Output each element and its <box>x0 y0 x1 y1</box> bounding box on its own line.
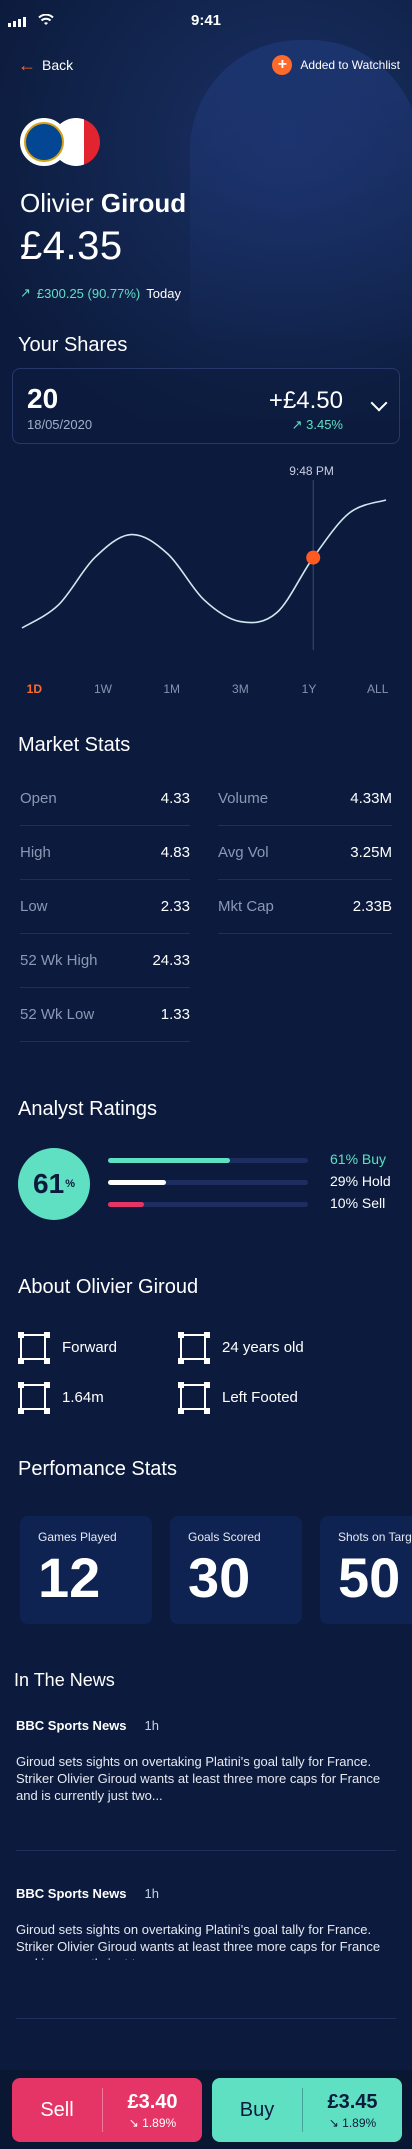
stat-row: High 4.83 <box>20 826 190 880</box>
stat-row: Mkt Cap 2.33B <box>218 880 392 934</box>
sell-button[interactable]: Sell £3.40 ↘ 1.89% <box>12 2078 202 2142</box>
player-photo <box>190 40 412 340</box>
buy-change: ↘ 1.89% <box>328 2115 377 2130</box>
up-arrow-icon: ↗ <box>20 285 31 300</box>
buy-button[interactable]: Buy £3.45 ↘ 1.89% <box>212 2078 402 2142</box>
watchlist-label: Added to Watchlist <box>300 58 400 72</box>
range-tab-3m[interactable]: 3M <box>232 682 249 696</box>
range-tab-all[interactable]: ALL <box>367 682 389 696</box>
news-title: In The News <box>14 1670 115 1690</box>
chart-time-label: 9:48 PM <box>289 464 334 478</box>
range-tab-1m[interactable]: 1M <box>163 682 181 696</box>
stat-row: Low 2.33 <box>20 880 190 934</box>
stat-value: 4.83 <box>160 844 190 861</box>
trade-bar: Sell £3.40 ↘ 1.89% Buy £3.45 ↘ 1.89% <box>0 2070 412 2149</box>
about-title: About Olivier Giroud <box>18 1276 199 1298</box>
goals-scored-card[interactable]: Goals Scored 30 <box>170 1516 302 1624</box>
back-label: Back <box>42 57 74 73</box>
status-bar: 9:41 <box>0 12 412 32</box>
player-price: £4.35 <box>20 224 123 268</box>
stat-value: 3.25M <box>350 844 392 861</box>
club-crest-icon <box>20 118 68 166</box>
status-time: 9:41 <box>190 12 222 29</box>
stat-label: Mkt Cap <box>218 898 274 915</box>
stat-label: 52 Wk Low <box>20 1006 95 1023</box>
rating-label: 29% Hold <box>330 1173 391 1189</box>
range-tab-1y[interactable]: 1Y <box>301 682 317 696</box>
back-button[interactable]: ← Back <box>18 56 73 74</box>
wifi-icon <box>38 14 54 25</box>
range-tab-1w[interactable]: 1W <box>94 682 112 696</box>
watchlist-button[interactable]: + Added to Watchlist <box>272 55 400 75</box>
signal-icon <box>8 17 26 27</box>
player-name: Olivier Giroud <box>20 188 187 218</box>
foot-attribute: Left Footed <box>178 1382 298 1410</box>
rating-label: 61% Buy <box>330 1151 387 1167</box>
position-attribute: Forward <box>18 1332 117 1360</box>
stat-value: 4.33 <box>160 790 190 807</box>
market-stats-title: Market Stats <box>18 734 131 756</box>
foot-icon <box>178 1382 206 1410</box>
price-chart[interactable] <box>0 480 412 660</box>
shots-on-target-card[interactable]: Shots on Targ 50 <box>320 1516 412 1624</box>
stat-value: 2.33B <box>352 898 392 915</box>
stat-row: 52 Wk High 24.33 <box>20 934 190 988</box>
shares-percent: ↗ 3.45% <box>291 417 343 432</box>
shares-value: +£4.50 <box>268 387 343 414</box>
performance-title: Perfomance Stats <box>18 1458 177 1480</box>
games-played-card[interactable]: Games Played 12 <box>20 1516 152 1624</box>
age-icon <box>178 1332 206 1360</box>
price-series-line <box>21 499 387 629</box>
stat-label: 52 Wk High <box>20 952 98 969</box>
rating-label: 10% Sell <box>330 1195 386 1211</box>
current-price-marker[interactable] <box>306 550 321 565</box>
shares-date: 18/05/2020 <box>27 417 93 432</box>
plus-icon: + <box>272 55 293 75</box>
stat-label: Volume <box>218 790 269 807</box>
rating-bar <box>108 1180 308 1185</box>
rating-bar <box>108 1202 308 1207</box>
height-attribute: 1.64m <box>18 1382 104 1410</box>
price-change: ↗ £300.25 (90.77%) Today <box>20 285 181 301</box>
news-item[interactable]: BBC Sports News 1h Giroud sets sights on … <box>16 1718 381 1803</box>
stat-value: 2.33 <box>160 898 190 915</box>
sell-change: ↘ 1.89% <box>128 2115 177 2130</box>
height-icon <box>18 1382 46 1410</box>
news-item[interactable]: BBC Sports News 1h Giroud sets sights on … <box>16 1886 381 1960</box>
stat-row: Avg Vol 3.25M <box>218 826 392 880</box>
rating-bar-fill <box>108 1158 230 1163</box>
rating-bar-fill <box>108 1202 144 1207</box>
stat-row: 52 Wk Low 1.33 <box>20 988 190 1042</box>
rating-bar <box>108 1158 308 1163</box>
news-divider <box>16 2018 396 2019</box>
stat-label: Avg Vol <box>218 844 269 861</box>
back-arrow-icon: ← <box>18 55 36 75</box>
buy-price: £3.45 <box>327 2090 378 2113</box>
shares-card[interactable]: 20 18/05/2020 +£4.50 ↗ 3.45% <box>12 368 400 444</box>
stat-value: 1.33 <box>160 1006 190 1023</box>
shares-title: Your Shares <box>18 334 128 356</box>
age-attribute: 24 years old <box>178 1332 304 1360</box>
chevron-down-icon[interactable] <box>370 394 388 412</box>
range-tab-1d[interactable]: 1D <box>26 682 42 696</box>
analyst-score-badge: 61% <box>18 1148 90 1220</box>
position-icon <box>18 1332 46 1360</box>
stat-row: Open 4.33 <box>20 772 190 826</box>
sell-price: £3.40 <box>127 2090 178 2113</box>
shares-quantity: 20 <box>27 383 59 414</box>
analyst-title: Analyst Ratings <box>18 1098 157 1120</box>
news-divider <box>16 1850 396 1851</box>
stat-row: Volume 4.33M <box>218 772 392 826</box>
rating-bar-fill <box>108 1180 166 1185</box>
range-tabs: 1D 1W 1M 3M 1Y ALL <box>0 682 412 696</box>
stat-label: Open <box>20 790 57 807</box>
stat-label: High <box>20 844 51 861</box>
stat-value: 4.33M <box>350 790 392 807</box>
stat-value: 24.33 <box>152 952 190 969</box>
stat-label: Low <box>20 898 48 915</box>
